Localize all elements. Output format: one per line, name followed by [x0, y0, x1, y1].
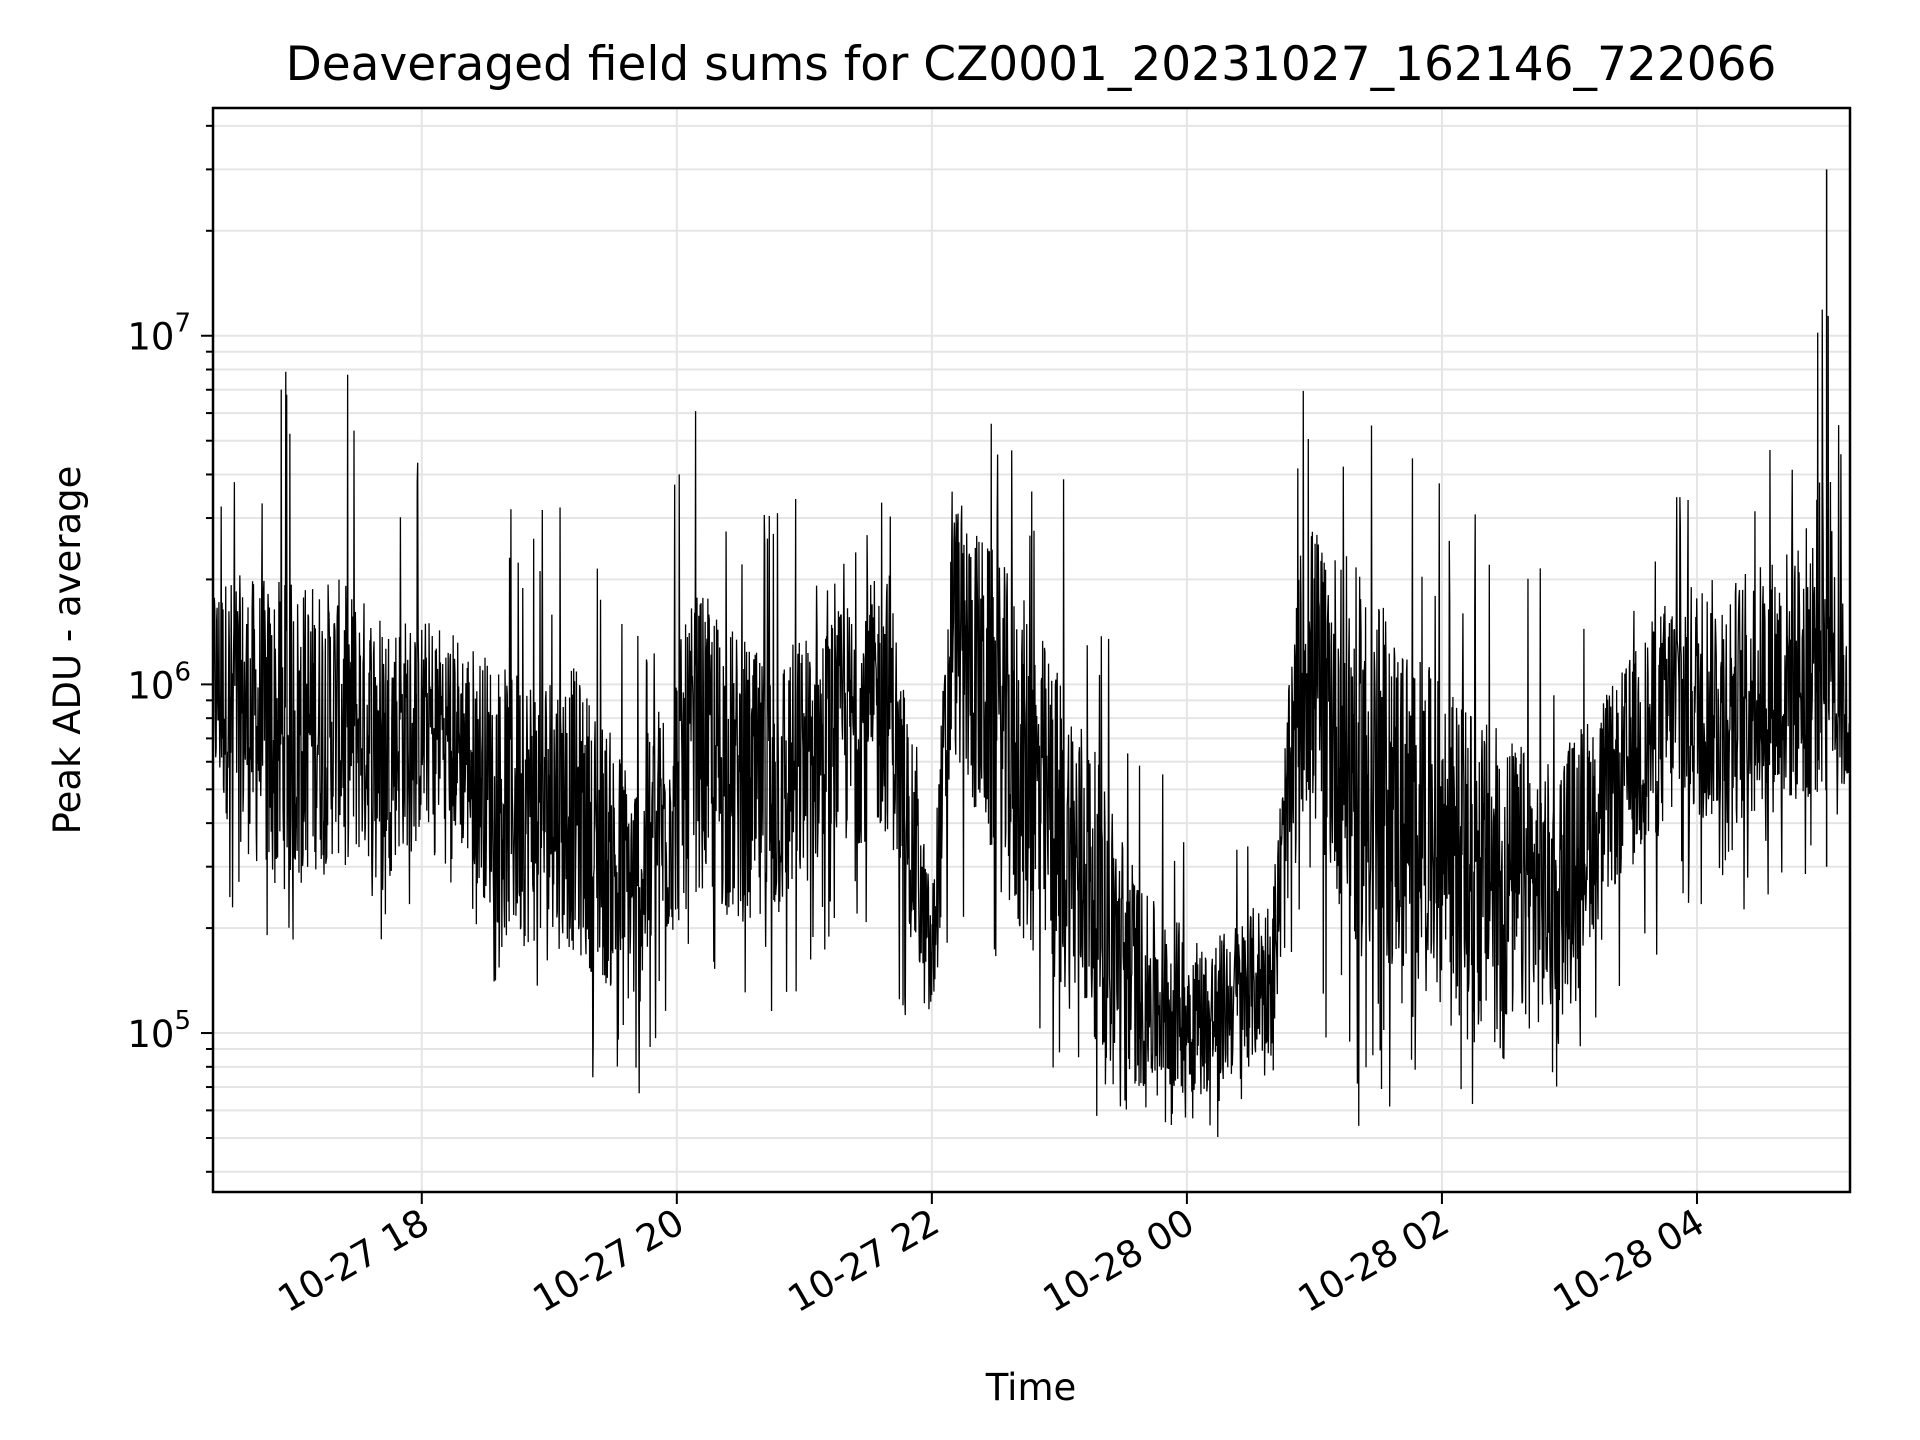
y-tick-label: 106 [127, 657, 191, 707]
y-tick-label: 107 [127, 309, 191, 359]
y-axis: 105 106 107 [127, 124, 213, 1173]
x-tick-label: 10-28 04 [1546, 1201, 1712, 1321]
series-line [212, 169, 1851, 1137]
x-tick-label: 10-28 02 [1291, 1201, 1457, 1321]
x-axis-label: Time [985, 1366, 1077, 1409]
chart-title: Deaveraged field sums for CZ0001_2023102… [286, 37, 1777, 92]
x-tick-label: 10-27 22 [781, 1201, 947, 1321]
y-axis-label: Peak ADU - average [46, 466, 89, 835]
x-tick-label: 10-28 00 [1036, 1201, 1202, 1321]
series-path [212, 309, 1851, 1137]
x-axis: 10-27 18 10-27 20 10-27 22 10-28 00 10-28 02… [271, 1192, 1712, 1321]
plot-frame [211, 106, 1852, 1194]
x-tick-label: 10-27 20 [526, 1201, 692, 1321]
x-tick-label: 10-27 18 [271, 1201, 437, 1321]
y-tick-label: 105 [127, 1006, 191, 1056]
